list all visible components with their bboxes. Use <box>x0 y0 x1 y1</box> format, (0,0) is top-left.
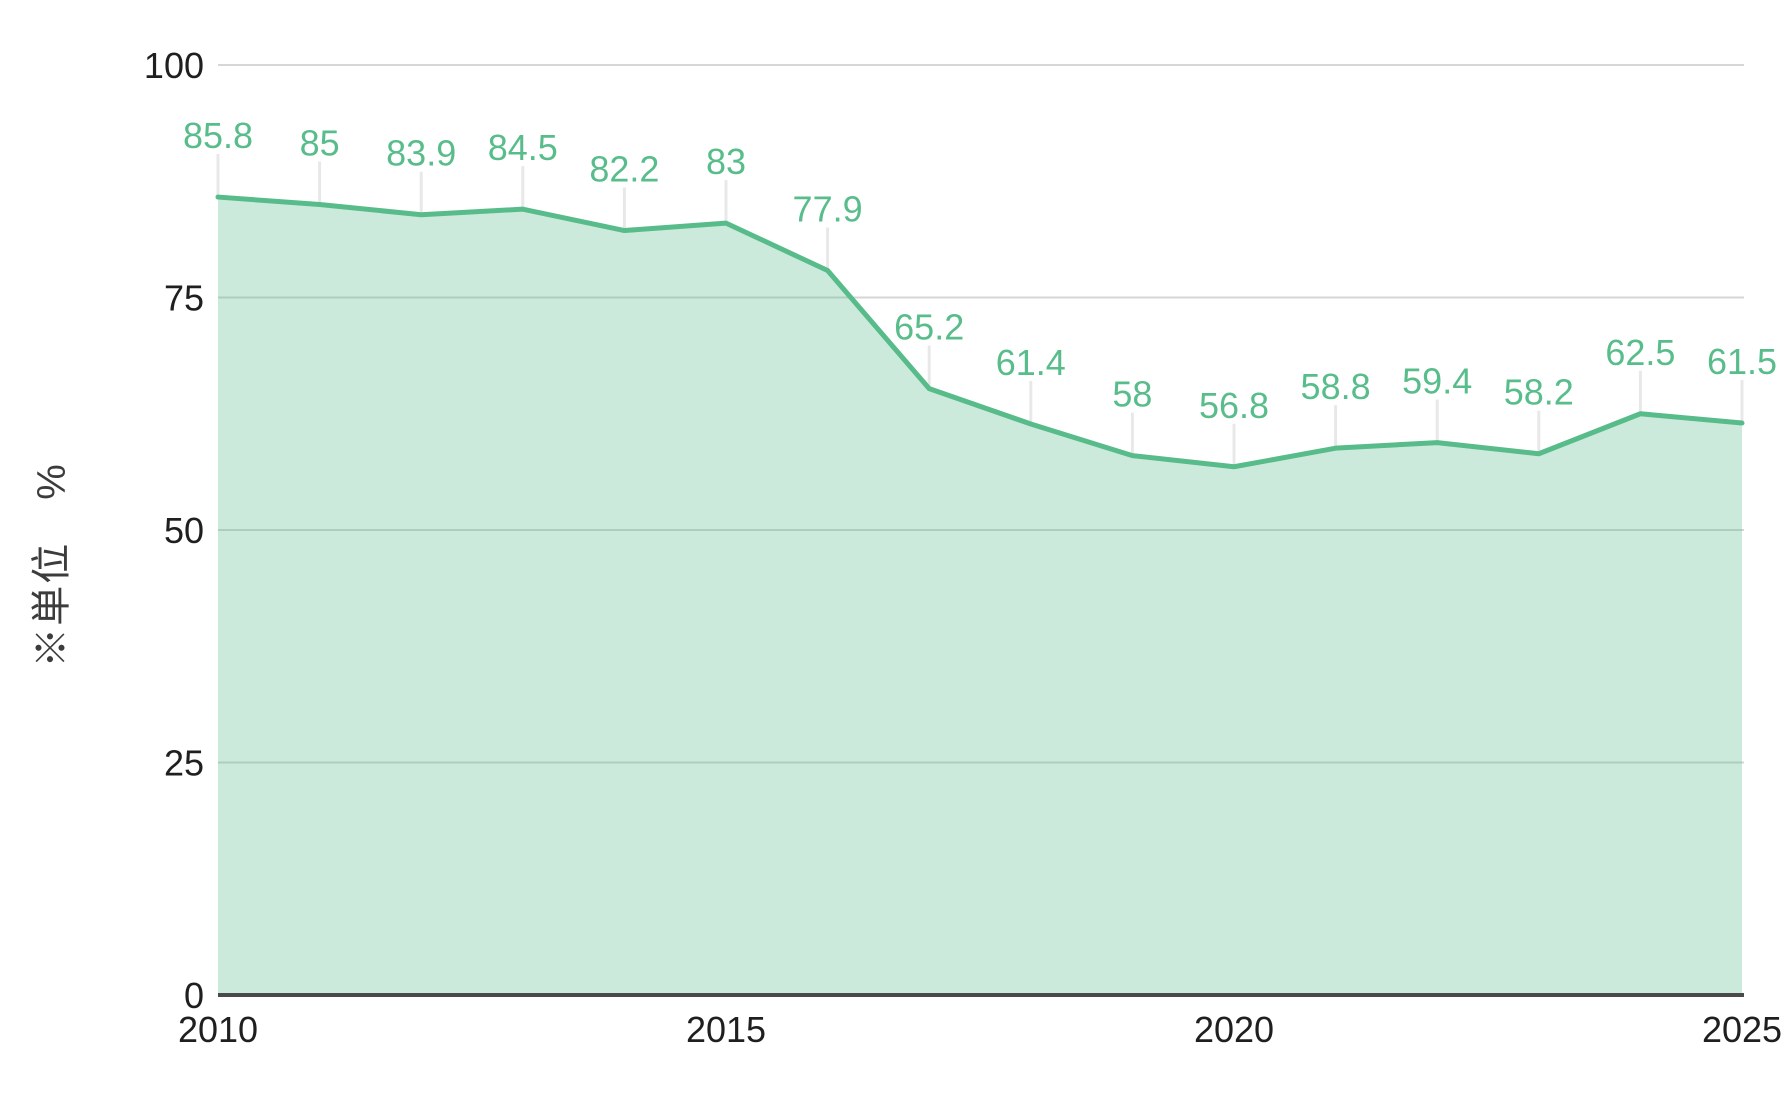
data-label-2016: 77.9 <box>793 189 863 230</box>
y-tick-100: 100 <box>144 45 204 86</box>
series-line <box>215 194 1745 470</box>
data-label-2019: 58 <box>1112 374 1152 415</box>
y-tick-50: 50 <box>164 510 204 551</box>
y-tick-75: 75 <box>164 278 204 319</box>
data-label-2010: 85.8 <box>183 115 253 156</box>
data-label-2025: 61.5 <box>1707 341 1777 382</box>
data-label-2011: 85 <box>300 123 340 164</box>
x-tick-2010: 2010 <box>178 1009 258 1050</box>
y-axis-title: ※単位 % <box>30 462 74 668</box>
y-tick-0: 0 <box>184 975 204 1016</box>
area-fill <box>218 197 1742 995</box>
data-label-2015: 83 <box>706 141 746 182</box>
x-tick-2025: 2025 <box>1702 1009 1782 1050</box>
data-label-2020: 56.8 <box>1199 385 1269 426</box>
data-label-2018: 61.4 <box>996 342 1066 383</box>
data-label-2023: 58.2 <box>1504 372 1574 413</box>
data-label-2013: 84.5 <box>488 127 558 168</box>
data-label-2024: 62.5 <box>1605 332 1675 373</box>
data-label-2017: 65.2 <box>894 307 964 348</box>
data-label-2022: 59.4 <box>1402 361 1472 402</box>
data-label-2021: 58.8 <box>1301 366 1371 407</box>
y-tick-25: 25 <box>164 743 204 784</box>
data-label-2014: 82.2 <box>589 149 659 190</box>
x-tick-2015: 2015 <box>686 1009 766 1050</box>
data-label-2012: 83.9 <box>386 133 456 174</box>
x-tick-2020: 2020 <box>1194 1009 1274 1050</box>
